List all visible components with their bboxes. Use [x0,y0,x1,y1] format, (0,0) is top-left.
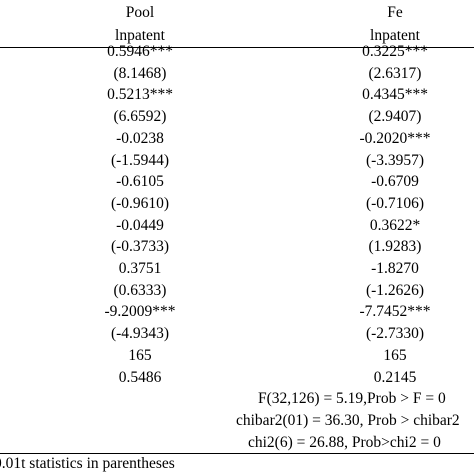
table-cell: 165 [128,346,152,364]
table-cell: 0.2145 [373,368,417,386]
column-header: Fe [387,4,403,21]
table-cell: -7.7452*** [359,303,431,321]
table-cell: (1.9283) [368,238,422,256]
table-cell: (-1.5944) [110,151,170,169]
column-header: lnpatent [115,27,165,44]
table-cell: (-3.3957) [365,151,425,169]
table-cell: (2.6317) [368,64,422,82]
table-cell: -1.8270 [371,260,419,277]
table-cell: (-1.2626) [365,281,425,299]
table-cell: 0.5213*** [107,86,173,104]
table-cell: -9.2009*** [104,303,176,321]
table-cell: 0.3225*** [362,43,428,60]
table-cell: -0.6709 [371,173,419,191]
table-footnote: 0.01t statistics in parentheses [0,455,175,473]
test-statistic: chibar2(01) = 36.30, Prob > chibar2 [236,411,460,429]
table-cell: (-2.7330) [365,325,425,343]
table-cell: 0.3751 [118,260,162,277]
table-cell: (-0.9610) [110,194,170,212]
table-cell: 0.3622* [369,216,421,234]
column-header: lnpatent [370,27,420,44]
table-cell: -0.0449 [116,216,164,234]
table-cell: (8.1468) [113,64,167,82]
table-cell: -0.2020*** [359,129,431,147]
table-cell: -0.0238 [116,129,164,147]
test-statistic: F(32,126) = 5.19,Prob > F = 0 [258,390,446,408]
column-header: Pool [125,4,155,21]
table-cell: (6.6592) [113,108,167,126]
table-cell: 0.4345*** [362,86,428,104]
header-rule [0,47,474,48]
table-cell: (-4.9343) [110,325,170,343]
table-cell: (-0.7106) [365,194,425,212]
table-cell: 165 [383,346,407,364]
test-statistic: chi2(6) = 26.88, Prob>chi2 = 0 [248,433,441,451]
table-cell: (-0.3733) [110,238,170,256]
table-cell: (0.6333) [113,281,167,299]
table-cell: (2.9407) [368,108,422,126]
table-cell: -0.6105 [116,173,164,191]
footer-rule [0,453,474,454]
table-cell: 0.5946*** [107,43,173,60]
table-cell: 0.5486 [118,368,162,386]
